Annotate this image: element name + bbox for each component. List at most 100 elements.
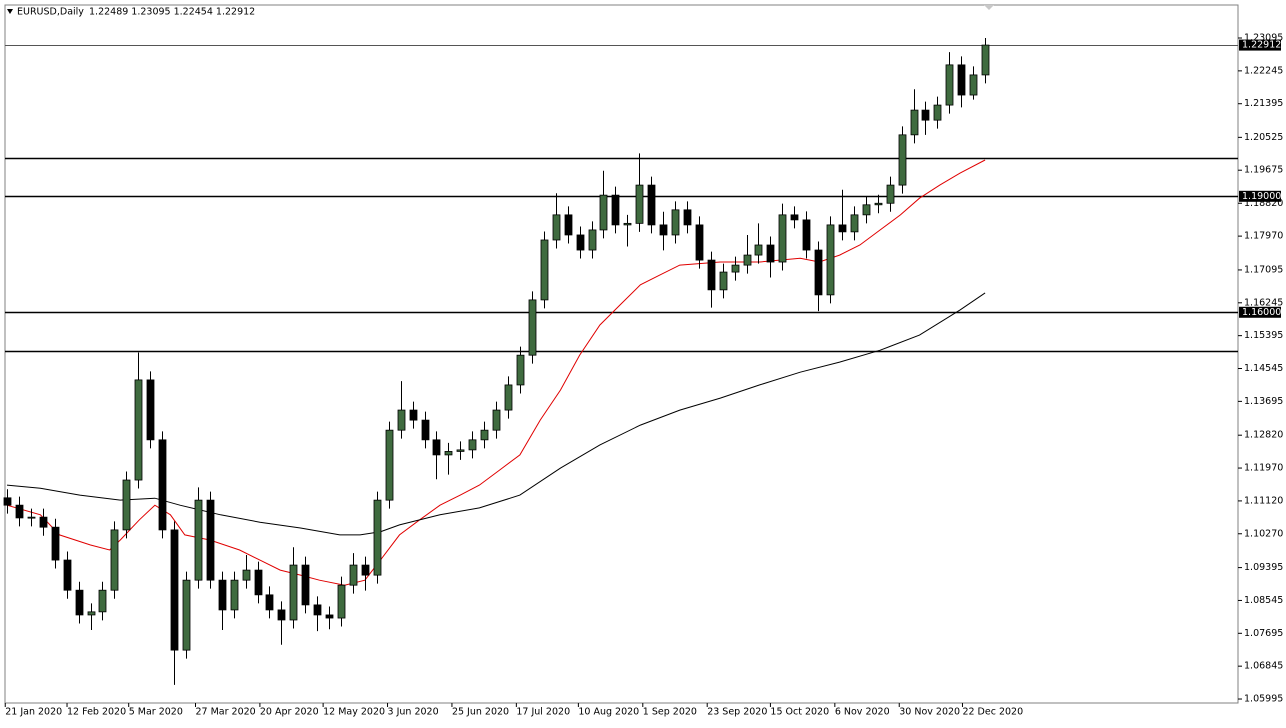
candle-body [110,529,119,591]
ohlc-header: 1.22489 1.23095 1.22454 1.22912 [89,7,255,18]
candle-body [826,224,835,296]
x-tick-label: 23 Sep 2020 [707,707,767,718]
candle-body [337,584,346,619]
y-tick-label: 1.19675 [1244,165,1283,176]
candle-body [361,564,370,576]
candle-body [182,579,191,651]
y-tick-label: 1.08545 [1244,595,1283,606]
candle-body [206,499,215,581]
candle-body [27,516,36,519]
candle-body [75,589,84,616]
y-tick-label: 1.16245 [1244,297,1283,308]
candle-body [778,214,787,263]
price-tag-box [1239,39,1281,51]
candle-body [385,429,394,501]
y-tick-label: 1.18820 [1244,198,1283,209]
candle-body [635,184,644,224]
y-tick-label: 1.15395 [1244,330,1283,341]
candle-body [802,219,811,251]
candle-body [719,271,728,291]
candle-body [743,254,752,266]
candle-body [766,244,775,263]
price-tag-label: 1.19000 [1242,191,1281,202]
x-tick-label: 5 Mar 2020 [129,707,183,718]
candle-body [683,209,692,226]
candle-body [862,204,871,216]
shift-marker [984,5,994,10]
candle-body [432,439,441,456]
y-tick-label: 1.17970 [1244,231,1283,242]
candle-body [504,384,513,411]
candle-body [528,299,537,356]
y-tick-label: 1.05995 [1244,694,1283,705]
candle-body [39,516,48,528]
menu-triangle[interactable] [7,9,13,14]
candle-body [552,214,561,241]
candle-body [576,234,585,251]
x-tick-label: 6 Nov 2020 [835,707,890,718]
moving-average [6,292,986,536]
candle-body [51,526,60,561]
candle-body [564,214,573,236]
candle-body [456,449,465,452]
x-tick-label: 27 Mar 2020 [195,707,255,718]
candle-body [265,594,274,611]
candle-body [3,497,12,506]
candle-body [480,429,489,441]
candle-body [957,64,966,96]
candle-body [170,529,179,651]
candle-body [230,579,239,611]
candle-body [349,564,358,586]
y-tick-label: 1.09395 [1244,562,1283,573]
price-tag-box [1239,306,1281,318]
candle-body [731,264,740,273]
x-tick-label: 20 Apr 2020 [260,707,319,718]
candle-body [540,239,549,301]
y-tick-label: 1.21395 [1244,98,1283,109]
candle-body [98,589,107,613]
candle-body [814,249,823,296]
candle-body [218,579,227,611]
y-tick-label: 1.06845 [1244,661,1283,672]
price-tag-label: 1.16000 [1242,307,1281,318]
candle-body [921,109,930,121]
candle-body [277,609,286,621]
candle-body [850,214,859,233]
plot-frame [4,4,1239,704]
y-tick-label: 1.10270 [1244,528,1283,539]
candle-body [194,499,203,581]
candle-body [301,564,310,606]
x-tick-label: 21 Jan 2020 [5,707,62,718]
candle-body [444,451,453,456]
y-tick-label: 1.22245 [1244,65,1283,76]
candle-body [313,604,322,616]
candle-body [790,214,799,221]
x-tick-label: 12 Feb 2020 [67,707,126,718]
candle-body [325,614,334,619]
y-tick-label: 1.07695 [1244,628,1283,639]
candle-body [647,184,656,226]
y-tick-label: 1.11120 [1244,495,1283,506]
candle-body [242,569,251,581]
candle-body [421,419,430,441]
candle-body [623,222,632,226]
candle-body [146,379,155,441]
y-tick-label: 1.17095 [1244,264,1283,275]
candle-body [599,194,608,231]
candle-body [373,499,382,576]
y-tick-label: 1.12820 [1244,430,1283,441]
candle-body [63,559,72,591]
candle-body [397,409,406,431]
candle-body [409,409,418,421]
x-tick-label: 15 Oct 2020 [770,707,829,718]
candle-body [87,611,96,616]
candle-body [933,104,942,121]
candle-body [910,109,919,136]
candle-body [981,44,990,76]
candle-body [468,439,477,451]
candle-body [886,184,895,204]
x-tick-label: 1 Sep 2020 [643,707,697,718]
candle-body [134,379,143,481]
